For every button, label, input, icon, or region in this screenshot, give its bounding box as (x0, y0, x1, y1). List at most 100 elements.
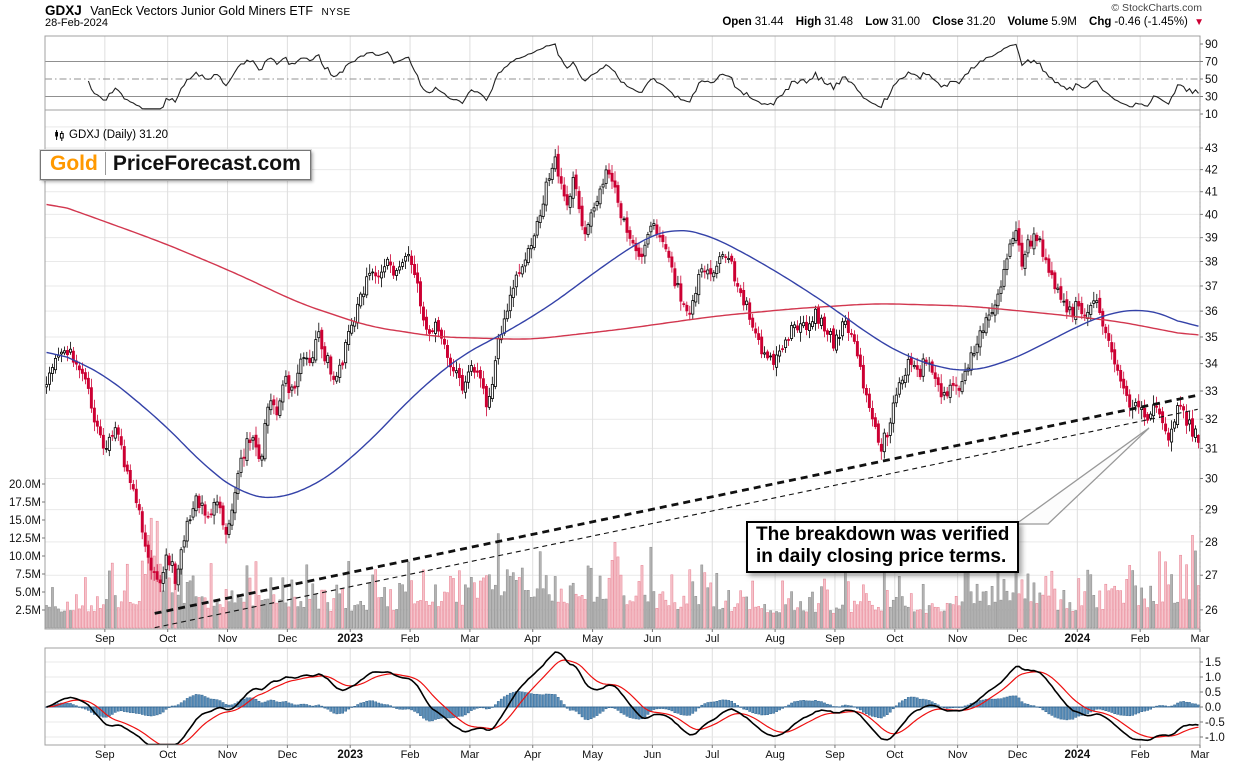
svg-text:32: 32 (1205, 414, 1218, 426)
volume-value: 5.9M (1051, 16, 1077, 28)
rsi-grid (45, 36, 1201, 110)
price-panel-border (44, 109, 1201, 630)
svg-text:0.5: 0.5 (1205, 687, 1221, 699)
exchange: NYSE (321, 7, 351, 18)
svg-text:2023: 2023 (337, 633, 363, 645)
price-grid (45, 110, 1201, 629)
svg-text:May: May (582, 633, 603, 645)
svg-text:30: 30 (1205, 473, 1218, 485)
chg-value: -0.46 (-1.45%) (1114, 16, 1188, 28)
svg-text:35: 35 (1205, 332, 1218, 344)
annotation-line1: The breakdown was verified (756, 524, 1010, 545)
svg-text:Oct: Oct (159, 633, 176, 645)
high-value: 31.48 (824, 16, 854, 28)
svg-text:17.5M: 17.5M (9, 497, 41, 509)
svg-text:50: 50 (1205, 74, 1218, 86)
svg-text:0.0: 0.0 (1205, 702, 1221, 714)
open-value: 31.44 (754, 16, 784, 28)
series-legend-label: GDXJ (Daily) 31.20 (69, 129, 169, 141)
svg-text:41: 41 (1205, 187, 1218, 199)
callout-pointer (1013, 427, 1150, 525)
ticker-symbol: GDXJ (45, 3, 82, 18)
svg-text:Apr: Apr (524, 633, 541, 645)
goldpriceforecast-logo: Gold PriceForecast.com (40, 150, 311, 180)
svg-text:33: 33 (1205, 386, 1218, 398)
svg-text:Feb: Feb (1131, 633, 1150, 645)
svg-text:Nov: Nov (948, 633, 968, 645)
svg-text:90: 90 (1205, 39, 1218, 51)
svg-text:Jul: Jul (705, 633, 719, 645)
low-value: 31.00 (891, 16, 921, 28)
svg-text:31: 31 (1205, 443, 1218, 455)
trendlines (154, 393, 1198, 629)
svg-text:1.0: 1.0 (1205, 672, 1221, 684)
macd-panel: 1.5 1.0 0.5 0.0 -0.5 -1.0 Sep Oct Nov Dec 2023 Feb… (44, 647, 1225, 761)
quote-bar: Open 31.44 High 31.48 Low 31.00 Close 31.20 … (713, 16, 1204, 28)
svg-text:10: 10 (1205, 109, 1218, 121)
svg-text:2024: 2024 (1065, 749, 1091, 761)
svg-text:Feb: Feb (401, 633, 420, 645)
svg-text:42: 42 (1205, 165, 1218, 177)
svg-text:43: 43 (1205, 143, 1218, 155)
svg-text:26: 26 (1205, 605, 1218, 617)
volume-bars (45, 517, 1200, 629)
svg-text:May: May (582, 749, 603, 761)
svg-text:Nov: Nov (948, 749, 968, 761)
svg-text:Sep: Sep (95, 633, 115, 645)
svg-text:Sep: Sep (95, 749, 115, 761)
down-triangle-icon: ▼ (1194, 17, 1204, 28)
svg-text:Sep: Sep (825, 633, 845, 645)
svg-text:Dec: Dec (1008, 749, 1028, 761)
chart-date: 28-Feb-2024 (45, 17, 108, 29)
macd-grid (45, 648, 1201, 745)
copyright: © StockCharts.com (1111, 2, 1202, 14)
svg-text:27: 27 (1205, 570, 1218, 582)
svg-text:36: 36 (1205, 306, 1218, 318)
close-value: 31.20 (966, 16, 996, 28)
high-label: High (795, 16, 822, 28)
security-name: VanEck Vectors Junior Gold Miners ETF (90, 4, 313, 18)
svg-text:28: 28 (1205, 537, 1218, 549)
moving-averages (46, 203, 1199, 499)
svg-text:40: 40 (1205, 209, 1218, 221)
logo-rest-text: PriceForecast.com (112, 152, 301, 175)
svg-text:Mar: Mar (460, 633, 479, 645)
svg-text:2024: 2024 (1065, 633, 1091, 645)
svg-text:10.0M: 10.0M (9, 551, 41, 563)
svg-text:Jun: Jun (644, 749, 662, 761)
svg-text:29: 29 (1205, 505, 1218, 517)
open-label: Open (722, 16, 752, 28)
volume-axis-labels: 20.0M 17.5M 15.0M 12.5M 10.0M 7.5M 5.0M 2.5M (9, 479, 45, 617)
svg-text:Aug: Aug (765, 749, 785, 761)
svg-text:Mar: Mar (1191, 749, 1210, 761)
svg-text:5.0M: 5.0M (15, 587, 41, 599)
svg-text:Oct: Oct (886, 633, 903, 645)
svg-text:20.0M: 20.0M (9, 479, 41, 491)
svg-text:-1.0: -1.0 (1205, 732, 1225, 744)
svg-text:Oct: Oct (159, 749, 176, 761)
low-label: Low (865, 16, 889, 28)
svg-text:Oct: Oct (886, 749, 903, 761)
svg-text:Feb: Feb (401, 749, 420, 761)
annotation-box: The breakdown was verified in daily clos… (746, 521, 1020, 573)
svg-text:Dec: Dec (1008, 633, 1028, 645)
header: GDXJ VanEck Vectors Junior Gold Miners E… (0, 0, 1240, 34)
close-label: Close (932, 16, 964, 28)
macd-histogram (45, 691, 1200, 722)
svg-text:Sep: Sep (825, 749, 845, 761)
svg-text:12.5M: 12.5M (9, 533, 41, 545)
svg-text:34: 34 (1205, 359, 1218, 371)
macd-panel-border (44, 647, 1201, 746)
svg-text:-0.5: -0.5 (1205, 717, 1225, 729)
svg-text:30: 30 (1205, 92, 1218, 104)
macd-axis-labels: 1.5 1.0 0.5 0.0 -0.5 -1.0 (1200, 657, 1225, 744)
rsi-line (87, 43, 1199, 110)
svg-text:Jun: Jun (644, 633, 662, 645)
svg-text:2.5M: 2.5M (15, 605, 41, 617)
candlesticks (45, 145, 1200, 593)
svg-text:Aug: Aug (765, 633, 785, 645)
rsi-panel: 90 70 50 30 10 (44, 35, 1218, 121)
candlestick-icon (55, 130, 64, 141)
svg-text:2023: 2023 (337, 749, 363, 761)
